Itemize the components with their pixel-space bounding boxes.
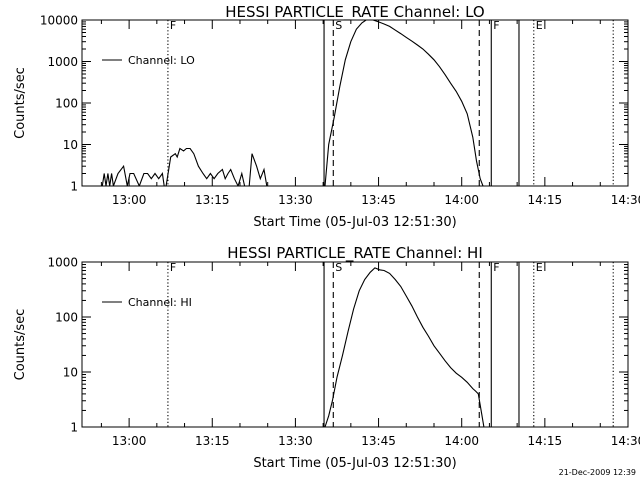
x-tick-label: 14:30 [611,434,640,448]
x-tick-label: 13:00 [112,434,147,448]
event-label: E [536,19,543,32]
x-tick-label: 13:15 [195,434,230,448]
legend-entry: Channel: LO [128,54,195,67]
x-tick-label: 13:45 [361,434,396,448]
y-tick-label: 10 [63,138,78,152]
series-line-1 [324,267,485,427]
x-tick-label: 13:15 [195,193,230,207]
series-line-1 [101,20,484,186]
y-tick-label: 1 [70,180,78,194]
x-tick-label: 14:30 [611,193,640,207]
y-tick-label: 1000 [47,55,78,69]
chart-panel-1: HESSI PARTICLE_RATE Channel: LO Start Tim… [13,3,640,230]
y-axis-label: Counts/sec [13,309,28,381]
event-label: F [493,19,499,32]
event-label: F [493,261,499,274]
y-axis-label: Counts/sec [13,67,28,139]
plot-frame [81,19,629,187]
y-tick-label: 100 [55,97,78,111]
x-tick-label: 14:00 [444,193,479,207]
legend-entry: Channel: HI [128,296,192,309]
x-axis-label: Start Time (05-Jul-03 12:51:30) [253,215,456,230]
y-tick-label: 10000 [40,14,78,28]
chart-panel-2: HESSI PARTICLE_RATE Channel: HI Start Tim… [13,244,640,471]
plot-frame [81,261,629,428]
y-tick-label: 1 [70,421,78,435]
event-label: S [335,19,342,32]
chart-title: HESSI PARTICLE_RATE Channel: HI [227,244,483,263]
event-label: F [170,19,176,32]
x-tick-label: 13:00 [112,193,147,207]
y-tick-label: 10 [63,366,78,380]
x-tick-label: 13:30 [278,193,313,207]
x-tick-label: 14:15 [528,434,563,448]
chart-title: HESSI PARTICLE_RATE Channel: LO [225,3,484,22]
y-tick-label: 100 [55,311,78,325]
x-tick-label: 14:15 [528,193,563,207]
event-label: E [536,261,543,274]
event-label: S [335,261,342,274]
y-tick-label: 1000 [47,256,78,270]
x-tick-label: 13:45 [361,193,396,207]
x-tick-label: 14:00 [444,434,479,448]
footer-timestamp: 21-Dec-2009 12:39 [559,468,636,477]
x-tick-label: 13:30 [278,434,313,448]
x-axis-label: Start Time (05-Jul-03 12:51:30) [253,456,456,471]
event-label: F [170,261,176,274]
